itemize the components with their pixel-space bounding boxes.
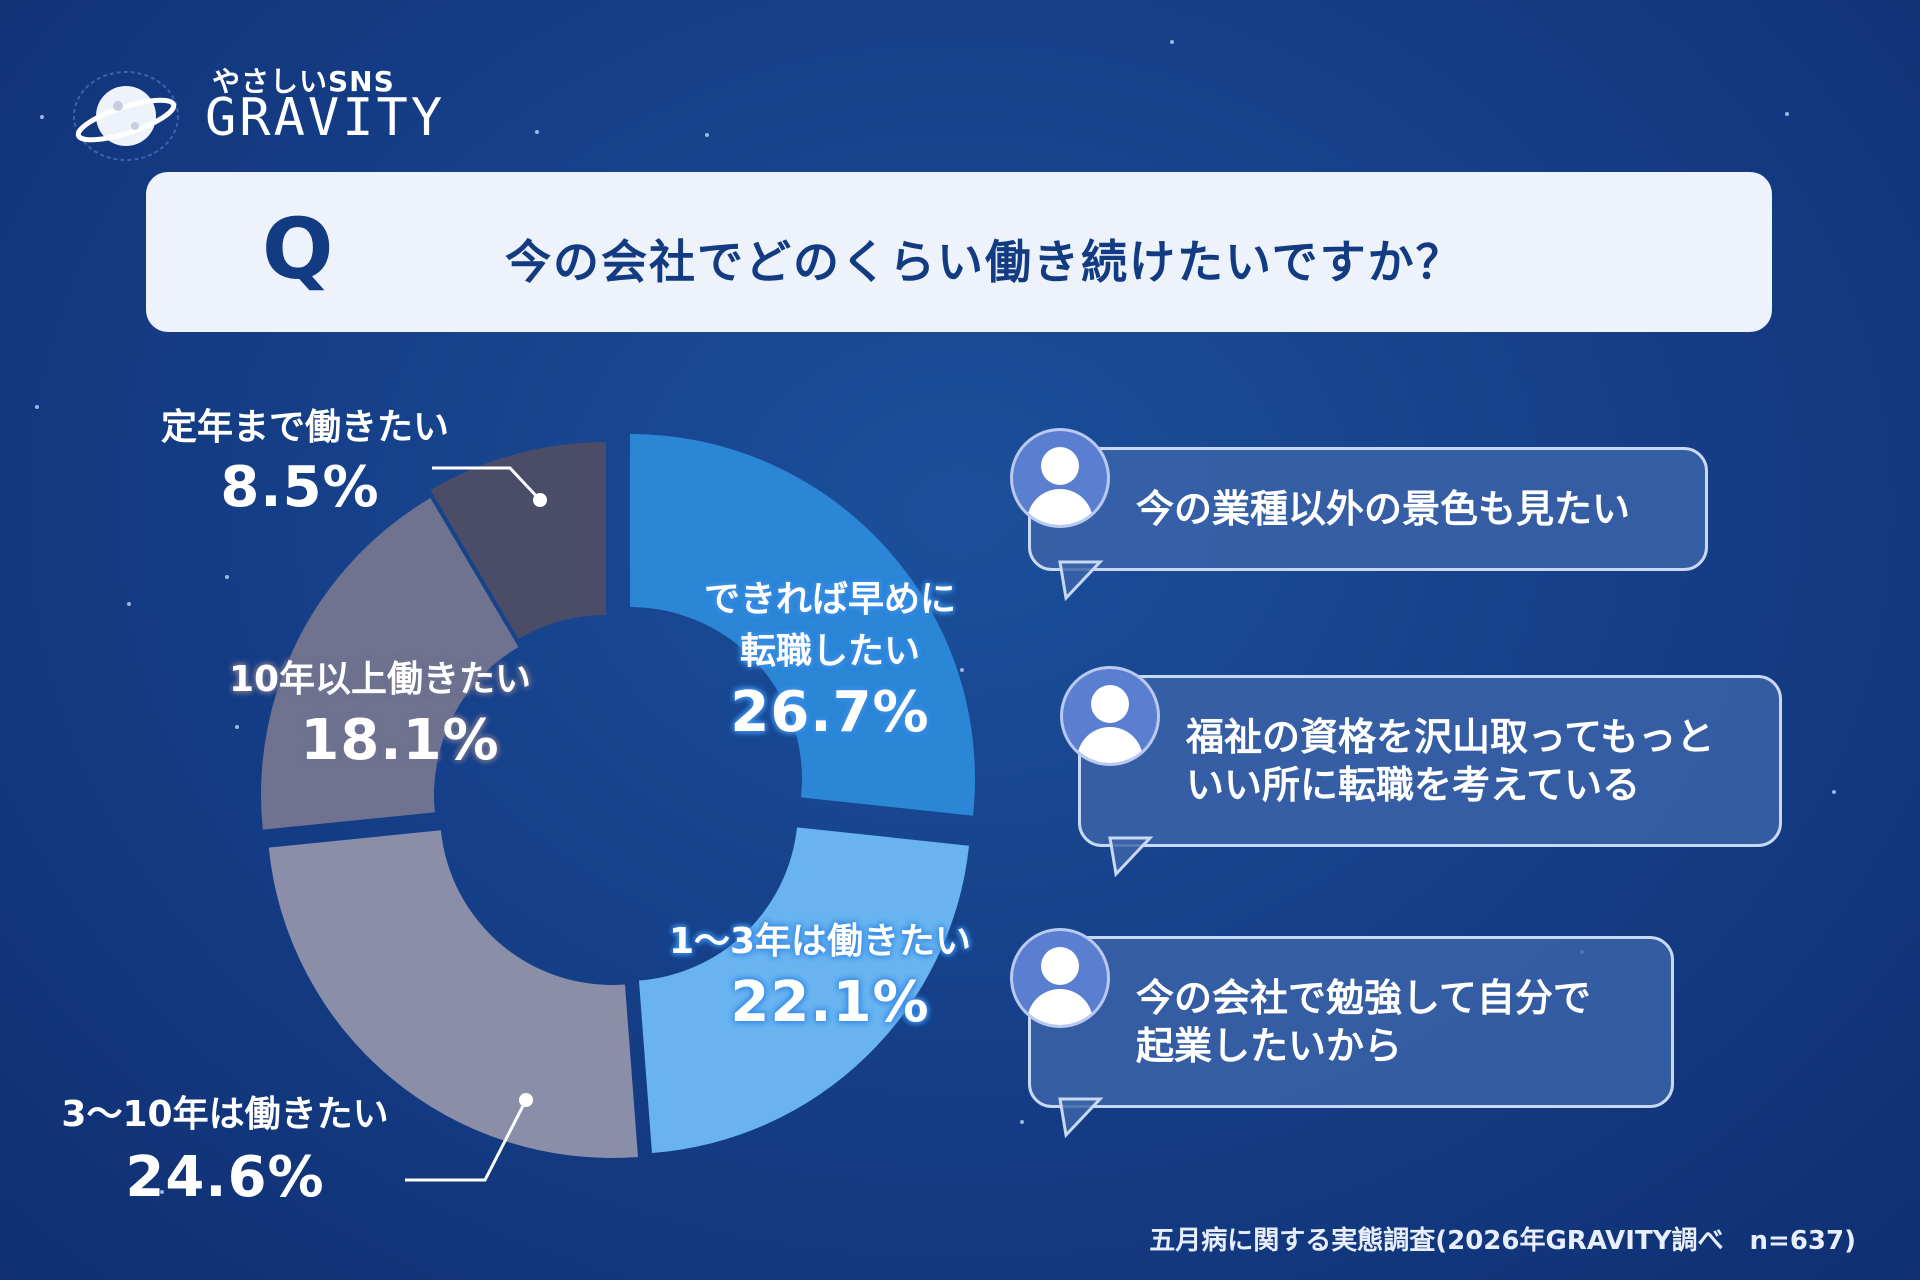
comment-text-2-line2: いい所に転職を考えている xyxy=(1186,763,1641,807)
slice-value-10plus: 18.1% xyxy=(300,708,500,773)
slice-label-3-10: 3〜10年は働きたい xyxy=(61,1094,389,1135)
comment-bubble-1: 今の業種以外の景色も見たい xyxy=(1028,447,1708,571)
slice-1-3 xyxy=(638,827,970,1154)
slice-label-retire: 定年まで働きたい xyxy=(160,407,449,448)
slice-value-retire: 8.5% xyxy=(220,455,380,520)
planet-logo-icon xyxy=(73,71,179,161)
gravity-logo: やさしいSNS GRAVITY xyxy=(70,60,442,170)
slice-retire xyxy=(430,442,606,639)
comment-tail-3 xyxy=(1058,1097,1104,1139)
slice-value-3-10: 24.6% xyxy=(125,1145,325,1210)
leader-line-retire xyxy=(432,466,542,502)
user-avatar-icon xyxy=(1010,928,1110,1028)
leader-line-3-10 xyxy=(405,1099,528,1182)
slice-label-1-3: 1〜3年は働きたい xyxy=(668,921,972,962)
comment-text-3-line1: 今の会社で勉強して自分で xyxy=(1136,976,1591,1020)
source-note: 五月病に関する実態調査(2026年GRAVITY調べ n=637) xyxy=(1149,1226,1856,1256)
comment-text-2-line1: 福祉の資格を沢山取ってもっと xyxy=(1186,715,1715,759)
question-text: 今の会社でどのくらい働き続けたいですか？ xyxy=(505,235,1464,289)
comment-text-1: 今の業種以外の景色も見たい xyxy=(1136,487,1631,531)
leader-dot-3-10 xyxy=(519,1093,533,1107)
slice-3-10 xyxy=(268,830,638,1158)
slice-value-early: 26.7% xyxy=(730,680,930,745)
comment-bubble-3: 今の会社で勉強して自分で 起業したいから xyxy=(1028,936,1674,1108)
user-avatar-icon xyxy=(1010,428,1110,528)
slice-10plus xyxy=(261,498,519,830)
logo-wordmark: GRAVITY xyxy=(205,88,446,148)
slice-early xyxy=(630,434,975,816)
question-mark-label: Q xyxy=(262,200,334,298)
question-banner xyxy=(146,172,1772,332)
slice-label-early-line2: 転職したい xyxy=(739,631,920,672)
comment-tail-1 xyxy=(1058,560,1104,602)
comment-text-3-line2: 起業したいから xyxy=(1136,1024,1403,1068)
comment-tail-2 xyxy=(1108,836,1154,878)
slice-value-1-3: 22.1% xyxy=(730,970,930,1035)
user-avatar-icon xyxy=(1060,666,1160,766)
leader-dot-retire xyxy=(533,493,547,507)
comment-bubble-2: 福祉の資格を沢山取ってもっと いい所に転職を考えている xyxy=(1078,675,1782,847)
slice-label-early-line1: できれば早めに xyxy=(703,579,956,620)
slice-label-10plus: 10年以上働きたい xyxy=(228,659,532,700)
logo-subtitle: やさしいSNS xyxy=(212,65,395,98)
